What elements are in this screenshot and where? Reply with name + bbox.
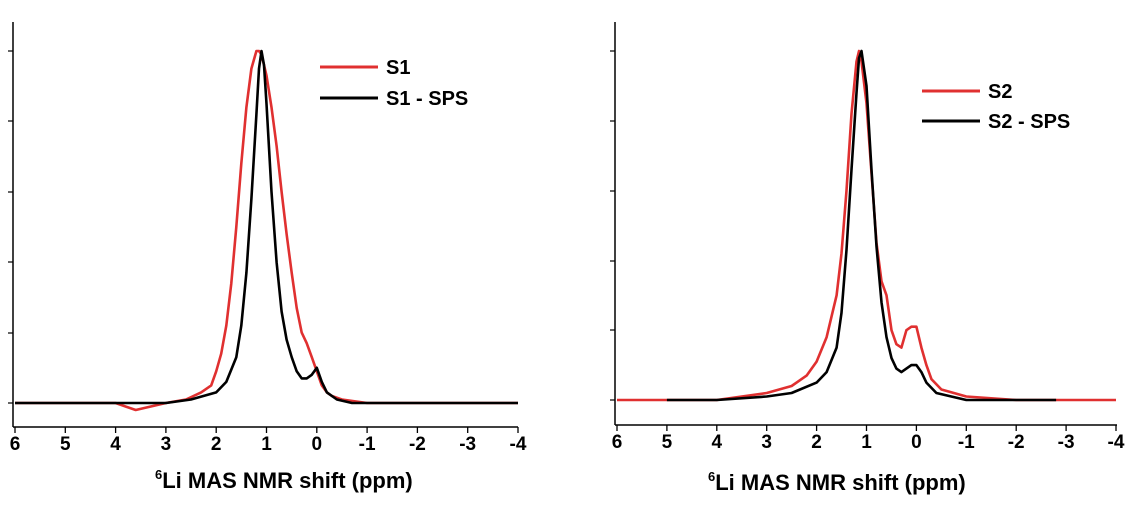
series-lines-left: [15, 49, 518, 412]
x-axis-title-text: Li MAS NMR shift (ppm): [715, 470, 966, 495]
x-tick-label: 6: [612, 432, 623, 453]
x-tick-label: -2: [1008, 432, 1025, 453]
x-tick-label: 3: [161, 434, 172, 455]
x-tick-label: 6: [10, 434, 21, 455]
x-axis-title-text: Li MAS NMR shift (ppm): [162, 468, 413, 493]
x-tick-label: -3: [459, 434, 476, 455]
x-tick-label: 0: [911, 432, 922, 453]
legend-label-s2: S2: [988, 81, 1012, 103]
x-tick-label: 1: [261, 434, 272, 455]
y-ticks-left: [8, 50, 13, 404]
x-axis-title-right: 6Li MAS NMR shift (ppm): [708, 469, 966, 495]
legend-left: S1 S1 - SPS: [320, 57, 468, 110]
chart-left: 6 5 4 3 2 1 0 -1 -2 -3 -4 6Li MAS NMR shift (ppm) …: [8, 22, 527, 493]
x-tick-label: -2: [409, 434, 426, 455]
x-tick-label: 2: [211, 434, 222, 455]
legend-label-s1: S1: [386, 57, 410, 79]
x-ticks-right: 6 5 4 3 2 1 0 -1 -2 -3 -4: [612, 425, 1125, 453]
x-tick-label: 5: [662, 432, 673, 453]
x-tick-label: 4: [712, 432, 723, 453]
legend-label-s2-sps: S2 - SPS: [988, 111, 1070, 133]
x-tick-label: -3: [1058, 432, 1075, 453]
x-tick-label: 4: [110, 434, 121, 455]
x-tick-label: 0: [312, 434, 323, 455]
x-tick-label: -4: [510, 434, 527, 455]
series-line-s1-sps: [15, 49, 518, 405]
x-tick-label: -4: [1108, 432, 1125, 453]
x-tick-label: 5: [60, 434, 71, 455]
y-ticks-right: [610, 50, 615, 401]
series-line-s2-sps: [666, 49, 1057, 402]
x-tick-label: -1: [958, 432, 975, 453]
superscript-6: 6: [155, 467, 162, 482]
chart-right: 6 5 4 3 2 1 0 -1 -2 -3 -4 6Li MAS NMR shift (ppm) …: [610, 22, 1125, 495]
superscript-6: 6: [708, 469, 715, 484]
x-tick-label: 3: [761, 432, 772, 453]
x-ticks-left: 6 5 4 3 2 1 0 -1 -2 -3 -4: [10, 427, 527, 455]
x-tick-label: -1: [359, 434, 376, 455]
legend-label-s1-sps: S1 - SPS: [386, 88, 468, 110]
x-tick-label: 1: [861, 432, 872, 453]
x-axis-title-left: 6Li MAS NMR shift (ppm): [155, 467, 413, 493]
x-tick-label: 2: [811, 432, 822, 453]
series-lines-right: [617, 49, 1116, 402]
legend-right: S2 S2 - SPS: [922, 81, 1070, 133]
